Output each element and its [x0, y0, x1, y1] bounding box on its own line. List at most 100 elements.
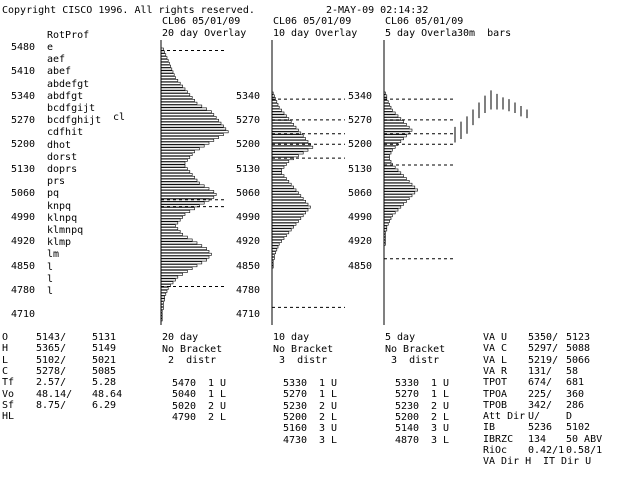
profile-5-bar: [383, 180, 410, 183]
profile-5-bar: [383, 200, 407, 203]
profile-5-bar: [383, 191, 416, 195]
profile-10-bar: [271, 225, 294, 229]
profile-price-label: 4710: [11, 309, 36, 321]
bars-label: 30m bars: [457, 28, 512, 39]
profile-price-label: 5340: [11, 90, 36, 102]
distr-level-price: 5470: [172, 378, 197, 389]
stat-label: O: [2, 332, 9, 343]
distr-level-num: 1: [208, 389, 215, 401]
profile-letter-row: l: [47, 273, 54, 285]
distr-level-price: 5020: [172, 400, 197, 412]
profile-10-bar: [271, 103, 279, 106]
profile-20-bar: [160, 184, 205, 188]
profile-20-bar: [160, 84, 183, 88]
profile-10-bar: [271, 160, 290, 163]
profile-10-bar: [271, 205, 311, 209]
distr-level-num: 2: [431, 400, 438, 412]
profile-10-bar: [271, 111, 285, 115]
profile-letter-row: dorst: [47, 151, 78, 163]
profile-letter-row: pq: [47, 188, 60, 200]
profile-20-bar: [160, 64, 171, 68]
distr-level-price: 5200: [395, 411, 420, 423]
panel-price-label: 5340: [236, 90, 261, 102]
datetime-text: 2-MAY-09 02:14:32: [326, 5, 429, 16]
profile-10-bar: [271, 237, 285, 240]
stat-label: C: [2, 365, 9, 377]
profile-5-bar: [383, 134, 407, 138]
profile-20-bar: [160, 104, 203, 108]
profile-20-bar: [160, 207, 195, 211]
distr-bracket: No Bracket: [385, 343, 446, 355]
distr-level-price: 5230: [283, 400, 308, 412]
distr-level-num: 1: [431, 389, 438, 401]
profile-letter-row: l: [47, 286, 54, 297]
profile-20-bar: [160, 281, 174, 285]
distr-level-side: L: [331, 411, 338, 423]
profile-20-bar: [160, 190, 215, 194]
profile-5-bar: [383, 194, 413, 198]
profile-20-bar: [160, 264, 198, 268]
profile-5-bar: [383, 148, 393, 152]
profile-5-bar: [383, 103, 390, 106]
profile-20-bar: [160, 99, 195, 102]
profile-20-bar: [160, 170, 191, 174]
stat-label: VA Dir H: [483, 456, 532, 468]
profile-20-bar: [160, 164, 186, 168]
distr-level-price: 5270: [283, 389, 308, 401]
profile-10-bar: [271, 245, 279, 249]
profile-5-bar: [383, 239, 386, 243]
distr-level-num: 3: [431, 434, 438, 446]
profile-20-bar: [160, 61, 170, 65]
profile-20-bar: [160, 247, 207, 251]
distr-level-num: 3: [431, 423, 438, 435]
profile-20-bar: [160, 252, 212, 256]
distr-level-side: U: [443, 423, 450, 435]
distr-count: 3 distr: [385, 355, 440, 366]
distr-level-num: 2: [208, 411, 215, 423]
profile-20-bar: [160, 193, 217, 196]
profile-5-bar: [383, 182, 413, 186]
profile-title: RotProf: [47, 30, 90, 41]
profile-10-bar: [271, 202, 309, 206]
profile-20-bar: [160, 50, 165, 54]
profile-20-bar: [160, 278, 176, 282]
profile-10-bar: [271, 168, 282, 172]
panel-price-label: 5200: [348, 139, 373, 151]
profile-20-bar: [160, 275, 179, 279]
profile-20-bar: [160, 59, 169, 62]
distr-level-side: U: [443, 400, 450, 412]
profile-10-bar: [271, 200, 306, 203]
profile-10-bar: [271, 120, 292, 124]
profile-20-bar: [160, 289, 168, 293]
distr-level-price: 5040: [172, 389, 197, 401]
profile-10-bar: [271, 262, 274, 266]
distr-level-num: 3: [319, 434, 326, 446]
profile-20-bar: [160, 238, 193, 242]
profile-20-bar: [160, 295, 165, 299]
distr-bracket: No Bracket: [273, 343, 334, 355]
stat-value: 5021: [92, 354, 117, 366]
stat-label: VA U: [483, 332, 508, 343]
profile-20-bar: [160, 96, 193, 99]
profile-5-bar: [383, 197, 410, 200]
stat-value: D: [566, 411, 573, 423]
distr-level-num: 2: [319, 411, 326, 423]
profile-5-bar: [383, 234, 386, 238]
profile-5-bar: [383, 128, 413, 132]
distr-level-price: 5160: [283, 423, 308, 435]
profile-20-bar: [160, 267, 193, 270]
stat-value: 5365/: [36, 343, 67, 355]
panel-price-label: 5130: [236, 163, 261, 175]
stat-value: 131/: [528, 365, 553, 377]
stat-value: 681: [566, 377, 585, 389]
distr-level-price: 4790: [172, 411, 197, 423]
profile-20-bar: [160, 210, 191, 213]
profile-5-bar: [383, 185, 416, 189]
profile-20-bar: [160, 136, 219, 139]
profile-letter-row: bcdfghijt: [47, 115, 102, 127]
profile-5-bar: [383, 140, 402, 143]
stat-value: 5236: [528, 422, 553, 434]
profile-20-bar: [160, 116, 217, 119]
profile-5-bar: [383, 177, 407, 181]
profile-10-bar: [271, 219, 299, 223]
